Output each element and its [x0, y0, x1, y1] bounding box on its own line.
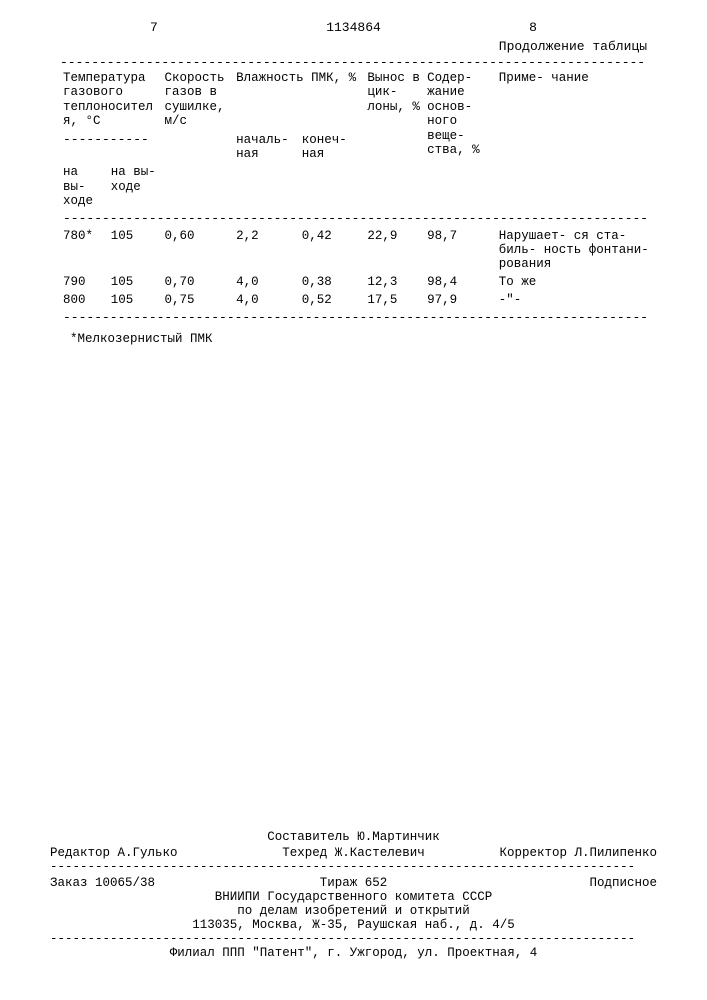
hdr-note: Приме- чание: [496, 69, 657, 163]
table-row: 780* 105 0,60 2,2 0,42 22,9 98,7 Нарушае…: [60, 227, 657, 273]
hdr-hum1: началь- ная: [233, 131, 299, 164]
table-row: 790 105 0,70 4,0 0,38 12,3 98,4 То же: [60, 273, 657, 291]
doc-number: 1134864: [326, 20, 381, 35]
order: Заказ 10065/38: [50, 876, 252, 890]
subscription: Подписное: [455, 876, 657, 890]
techred: Техред Ж.Кастелевич: [252, 846, 454, 860]
data-table: Температура газового теплоносителя, °С С…: [60, 69, 657, 326]
hdr-temp2: на вы- ходе: [108, 163, 162, 210]
page-right: 8: [529, 20, 537, 35]
hdr-vynos: Вынос в цик- лоны, %: [364, 69, 424, 163]
colophon: Составитель Ю.Мартинчик Редактор А.Гульк…: [50, 830, 657, 960]
hdr-humidity: Влажность ПМК, %: [233, 69, 364, 131]
page-left: 7: [150, 20, 158, 35]
hdr-temp1: на вы- ходе: [60, 163, 108, 210]
rule: ----------------------------------------…: [60, 309, 657, 326]
filial: Филиал ППП "Патент", г. Ужгород, ул. Про…: [50, 946, 657, 960]
compiler: Составитель Ю.Мартинчик: [50, 830, 657, 844]
corrector: Корректор Л.Пилипенко: [455, 846, 657, 860]
footnote: *Мелкозернистый ПМК: [70, 332, 657, 346]
rule: ----------------------------------------…: [50, 860, 657, 874]
tiraz: Тираж 652: [252, 876, 454, 890]
table-row: 800 105 0,75 4,0 0,52 17,5 97,9 -"-: [60, 291, 657, 309]
hdr-speed: Скорость газов в сушилке, м/с: [161, 69, 233, 163]
hdr-content: Содер- жание основ- ного веще- ства, %: [424, 69, 496, 163]
rule: ----------------------------------------…: [60, 210, 657, 227]
page-numbers: 7 1134864 8: [60, 20, 657, 35]
rule: ----------------------------------------…: [60, 56, 657, 69]
rule: ----------------------------------------…: [50, 932, 657, 946]
hdr-temp: Температура газового теплоносителя, °С: [60, 69, 161, 131]
address: 113035, Москва, Ж-35, Раушская наб., д. …: [50, 918, 657, 932]
org2: по делам изобретений и открытий: [50, 904, 657, 918]
hdr-hum2: конеч- ная: [299, 131, 365, 164]
editor: Редактор А.Гулько: [50, 846, 252, 860]
continuation-label: Продолжение таблицы: [60, 39, 657, 54]
org1: ВНИИПИ Государственного комитета СССР: [50, 890, 657, 904]
